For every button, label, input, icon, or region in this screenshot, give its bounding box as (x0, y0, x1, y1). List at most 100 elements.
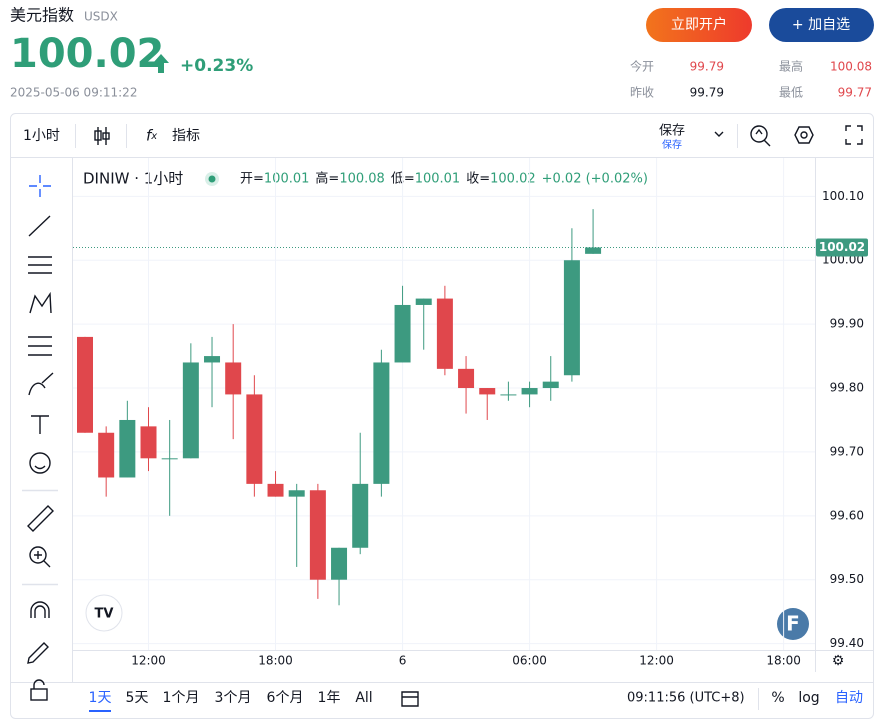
title: 美元指数 (10, 6, 74, 25)
x-tick-label: 12:00 (639, 654, 674, 668)
candle-body (542, 381, 559, 389)
percent-toggle[interactable]: % (771, 690, 784, 706)
y-tick-label: 99.80 (830, 381, 864, 395)
range-button[interactable]: All (355, 690, 372, 706)
log-toggle[interactable]: log (798, 690, 819, 706)
y-tick-label: 99.60 (830, 508, 864, 522)
button-label[interactable]: 立即开户 (671, 16, 727, 33)
projection-icon[interactable] (28, 336, 52, 356)
chart-type-icon[interactable] (94, 127, 110, 145)
date-range-icon[interactable] (401, 691, 419, 707)
candle-body (500, 394, 517, 396)
candle-body (373, 362, 390, 484)
settings-icon[interactable] (794, 126, 814, 144)
fullscreen-icon[interactable] (845, 125, 863, 145)
stat-value: 99.79 (690, 86, 724, 100)
y-tick-label: 99.40 (830, 636, 864, 650)
range-button[interactable]: 5天 (126, 690, 149, 706)
chart-title: DINIW · 1小时 (83, 170, 183, 188)
candle-body (288, 490, 305, 497)
x-tick-label: 6 (399, 654, 407, 668)
candle-body (394, 304, 411, 363)
lock-draw-icon[interactable] (27, 642, 49, 664)
y-tick-label: 99.70 (830, 444, 864, 458)
alert-icon[interactable] (750, 125, 771, 147)
last-price-tag (816, 238, 868, 257)
candle-body (77, 336, 93, 433)
candle-body (267, 483, 284, 497)
pattern-icon[interactable] (29, 291, 52, 314)
candle-body (182, 362, 199, 459)
range-button[interactable]: 3个月 (215, 690, 252, 706)
crosshair-icon[interactable] (29, 175, 51, 197)
emoji-icon[interactable] (29, 452, 51, 474)
ruler-icon[interactable] (27, 505, 54, 532)
last-price-label: 100.02 (819, 240, 865, 254)
y-tick-label: 100.10 (822, 189, 864, 203)
stat-value: 100.08 (830, 60, 872, 74)
candle-body (119, 419, 136, 478)
x-tick-label: 12:00 (131, 654, 166, 668)
range-button[interactable]: 1年 (318, 690, 341, 706)
candle-body (204, 356, 221, 363)
legend-label: 开= (240, 172, 264, 187)
legend-value: 100.08 (339, 172, 385, 187)
candle-body (415, 298, 432, 305)
candle-body (161, 458, 178, 460)
up-arrow (153, 54, 169, 73)
candle-body (309, 490, 326, 580)
interval[interactable]: 1小时 (23, 128, 60, 144)
save[interactable]: 保存 (659, 124, 685, 139)
legend-value: 100.01 (264, 172, 310, 187)
drawing-tools (22, 175, 58, 701)
candle-body (246, 394, 263, 484)
fib-icon[interactable] (28, 256, 52, 274)
magnet-icon[interactable] (30, 601, 50, 618)
candle-body (458, 368, 475, 389)
save-sub: 保存 (662, 138, 682, 151)
brush-icon[interactable] (28, 372, 54, 396)
open-account-button[interactable] (646, 8, 752, 42)
candle-body (352, 483, 369, 548)
candle-body (563, 260, 580, 376)
legend-value: 100.01 (415, 172, 461, 187)
svg-text:F: F (786, 612, 800, 636)
candle-body (521, 388, 538, 395)
text-icon[interactable] (31, 415, 49, 434)
axis-settings[interactable]: ⚙ (832, 653, 845, 669)
price: 100.02 (10, 31, 164, 77)
button-label[interactable]: + 加自选 (792, 17, 850, 33)
stat-label: 今开 (630, 59, 654, 74)
legend-value: 100.02 (490, 172, 536, 187)
tv-logo: TV (85, 594, 123, 632)
candle-body (225, 362, 242, 395)
range-button[interactable]: 1天 (89, 690, 112, 706)
y-tick-label: 99.50 (830, 572, 864, 586)
stat-label: 最低 (779, 86, 803, 100)
stat-value: 99.79 (690, 60, 724, 74)
legend-label: 收= (466, 172, 490, 187)
candle-body (98, 432, 115, 478)
status-dot (208, 175, 216, 183)
lock-icon[interactable] (30, 679, 48, 701)
range-button[interactable]: 1个月 (163, 690, 200, 706)
candle-body (479, 388, 496, 395)
chart-frame (10, 113, 874, 719)
dropdown[interactable] (714, 131, 724, 137)
range-button[interactable]: 6个月 (267, 690, 304, 706)
zoom-icon[interactable] (29, 546, 51, 568)
datetime: 2025-05-06 09:11:22 (10, 86, 137, 100)
y-tick-label: 99.90 (830, 317, 864, 331)
f-logo: F (777, 608, 809, 640)
stat-label: 最高 (779, 59, 803, 74)
indicators[interactable]: 指标 (172, 128, 200, 144)
x-tick-label: 06:00 (512, 654, 547, 668)
line-icon[interactable] (28, 215, 51, 237)
watchlist-button[interactable] (769, 8, 874, 42)
fx-icon[interactable]: fx (146, 127, 157, 145)
stat-label: 昨收 (630, 86, 654, 100)
change: +0.23% (180, 56, 253, 76)
auto-toggle[interactable]: 自动 (835, 690, 863, 706)
